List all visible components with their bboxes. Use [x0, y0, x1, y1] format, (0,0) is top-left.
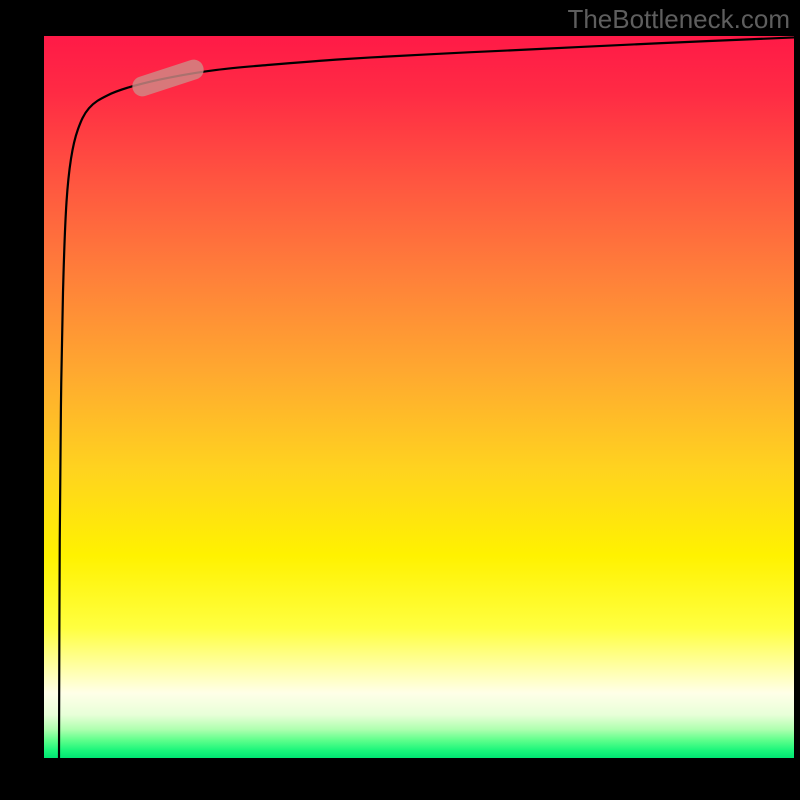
figure-frame: TheBottleneck.com [0, 0, 800, 800]
plot-area [44, 36, 794, 758]
performance-curve [59, 37, 794, 758]
curve-layer [44, 36, 794, 758]
attribution-label: TheBottleneck.com [567, 4, 790, 35]
